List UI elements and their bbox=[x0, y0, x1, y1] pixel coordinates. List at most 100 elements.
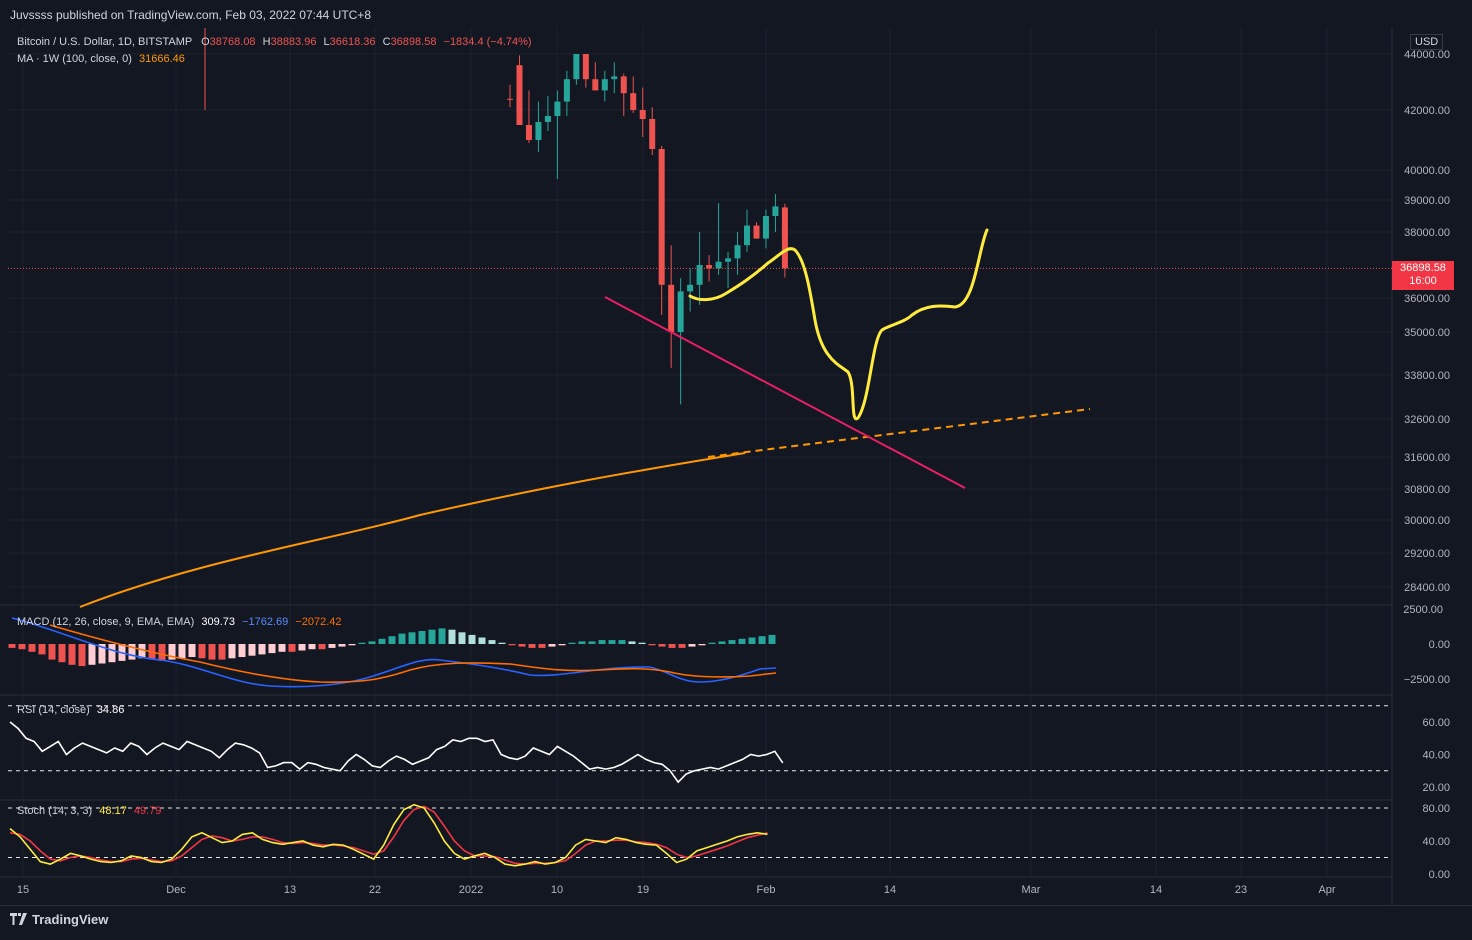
publisher-text: Juvssss published on TradingView.com, Fe… bbox=[10, 8, 371, 22]
candle-body bbox=[677, 291, 684, 332]
candle-body bbox=[516, 65, 523, 125]
price-tick-label: 36000.00 bbox=[1404, 293, 1450, 305]
price-tick-label: 44000.00 bbox=[1404, 49, 1450, 61]
ma-legend: MA · 1W (100, close, 0) 31666.46 bbox=[17, 53, 185, 65]
axes-layer: 44000.00 42000.00 40000.00 39000.00 38000.00… bbox=[17, 49, 1450, 896]
macd-histogram-bar bbox=[698, 644, 706, 646]
macd-histogram-bar bbox=[508, 644, 516, 646]
macd-histogram-bar bbox=[18, 644, 26, 650]
price-tick-label: 2500.00 bbox=[1403, 604, 1443, 616]
macd-histogram-bar bbox=[38, 644, 46, 655]
candle-body bbox=[544, 116, 551, 122]
macd-histogram-bar bbox=[248, 644, 256, 656]
macd-histogram-bar bbox=[358, 642, 366, 644]
last-price-countdown: 16:00 bbox=[1409, 275, 1437, 287]
price-tick-label: 33800.00 bbox=[1404, 370, 1450, 382]
macd-histogram-bar bbox=[388, 636, 396, 644]
moving-average-line bbox=[79, 452, 746, 608]
candles-layer bbox=[8, 28, 1392, 405]
candle-body bbox=[753, 225, 760, 239]
main-legend: Bitcoin / U.S. Dollar, 1D, BITSTAMP O387… bbox=[17, 36, 532, 48]
ma-label[interactable]: MA · 1W (100, close, 0) bbox=[17, 53, 132, 65]
rsi-label[interactable]: RSI (14, close) bbox=[17, 704, 90, 716]
macd-histogram-bar bbox=[538, 644, 546, 648]
macd-histogram-bar bbox=[28, 644, 36, 652]
macd-histogram-bar bbox=[178, 644, 186, 659]
macd-histogram-bar bbox=[448, 629, 456, 644]
macd-histogram-bar bbox=[468, 634, 476, 644]
moving-average-projection bbox=[707, 408, 1091, 458]
tradingview-logo[interactable]: TradingView bbox=[10, 912, 108, 927]
ma-value: 31666.46 bbox=[139, 53, 185, 65]
macd-line bbox=[11, 617, 777, 688]
macd-label[interactable]: MACD (12, 26, close, 9, EMA, EMA) bbox=[17, 616, 195, 628]
macd-tick-label: −2500.00 bbox=[1404, 674, 1450, 686]
time-tick-label: 14 bbox=[1150, 884, 1162, 896]
rsi-line bbox=[9, 721, 784, 784]
macd-histogram-bar bbox=[478, 637, 486, 644]
macd-histogram-bar bbox=[518, 644, 526, 647]
candle-body bbox=[535, 122, 542, 140]
macd-signal-value: −2072.42 bbox=[295, 616, 342, 628]
low-value: 36618.36 bbox=[329, 36, 376, 48]
macd-histogram-bar bbox=[228, 644, 236, 659]
open-value: 38768.08 bbox=[209, 36, 256, 48]
macd-histogram-bar bbox=[628, 641, 636, 644]
stoch-tick-label: 80.00 bbox=[1422, 803, 1450, 815]
rsi-legend: RSI (14, close) 34.86 bbox=[17, 704, 124, 716]
time-tick-label: 22 bbox=[369, 884, 381, 896]
time-tick-label: 19 bbox=[637, 884, 649, 896]
macd-histogram-bar bbox=[328, 644, 336, 648]
candle-body bbox=[620, 76, 627, 94]
high-label: H bbox=[262, 36, 271, 48]
candle-body bbox=[658, 149, 665, 285]
macd-histogram-bar bbox=[438, 628, 446, 644]
candle-body bbox=[696, 265, 703, 285]
time-tick-label: 2022 bbox=[459, 884, 483, 896]
publish-header: Juvssss published on TradingView.com, Fe… bbox=[0, 0, 1472, 28]
macd-histogram-bar bbox=[618, 640, 626, 644]
user-drawings-layer bbox=[604, 228, 989, 489]
macd-histogram-bar bbox=[68, 644, 76, 665]
time-tick-label: 15 bbox=[17, 884, 29, 896]
macd-histogram-bar bbox=[58, 644, 66, 663]
macd-histogram-bar bbox=[598, 640, 606, 644]
macd-tick-label: 0.00 bbox=[1429, 639, 1450, 651]
macd-histogram-bar bbox=[458, 632, 466, 644]
high-value: 38883.96 bbox=[270, 36, 317, 48]
stoch-legend: Stoch (14, 3, 3) 48.17 49.79 bbox=[17, 805, 161, 817]
macd-histogram-bar bbox=[578, 641, 586, 644]
macd-signal-line bbox=[49, 624, 777, 683]
candle-body bbox=[630, 93, 637, 110]
change-value: −1834.4 bbox=[443, 36, 484, 48]
time-tick-label: 23 bbox=[1235, 884, 1247, 896]
candle-body bbox=[601, 79, 608, 91]
macd-histogram-bar bbox=[258, 644, 266, 655]
price-tick-label: 40000.00 bbox=[1404, 165, 1450, 177]
macd-histogram-bar bbox=[568, 642, 576, 644]
currency-badge[interactable]: USD bbox=[1410, 34, 1444, 50]
candle-body bbox=[781, 207, 788, 269]
grid-lines bbox=[0, 28, 1393, 905]
symbol-title[interactable]: Bitcoin / U.S. Dollar, 1D, BITSTAMP bbox=[17, 36, 193, 48]
stoch-k-line bbox=[9, 803, 768, 867]
macd-histogram-bar bbox=[88, 644, 96, 665]
last-price-value: 36898.58 bbox=[1400, 262, 1446, 274]
candle-body bbox=[507, 98, 513, 100]
macd-histogram-bar bbox=[548, 644, 556, 647]
macd-histogram-bar bbox=[668, 644, 676, 648]
macd-histogram-bar bbox=[378, 638, 386, 644]
stoch-tick-label: 0.00 bbox=[1429, 869, 1450, 881]
macd-histogram-bar bbox=[318, 644, 326, 650]
price-tick-label: 31600.00 bbox=[1404, 452, 1450, 464]
macd-histogram-bar bbox=[648, 644, 656, 646]
candle-body bbox=[772, 206, 779, 216]
candle-body bbox=[611, 76, 618, 80]
macd-histogram-bar bbox=[738, 638, 746, 644]
stoch-label[interactable]: Stoch (14, 3, 3) bbox=[17, 805, 93, 817]
macd-histogram-bar bbox=[128, 644, 136, 660]
candle-body bbox=[687, 284, 694, 292]
stoch-d-line bbox=[9, 805, 768, 865]
close-label: C bbox=[382, 36, 391, 48]
